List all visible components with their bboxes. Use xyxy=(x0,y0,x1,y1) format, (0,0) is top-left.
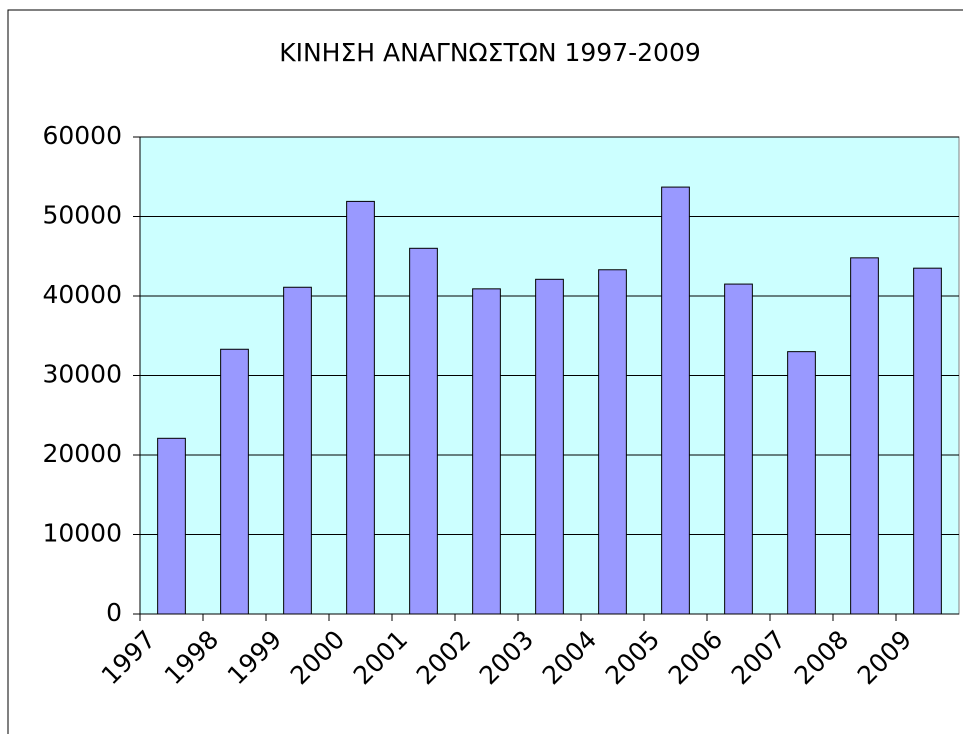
x-tick-label: 2000 xyxy=(285,625,350,690)
y-tick-label: 40000 xyxy=(42,280,122,309)
y-tick-label: 60000 xyxy=(42,121,122,150)
bar xyxy=(220,348,249,615)
y-tick-label: 0 xyxy=(106,598,122,627)
x-tick-label: 1997 xyxy=(96,625,161,690)
x-tick-label: 1998 xyxy=(159,625,224,690)
bar xyxy=(409,247,438,615)
chart-frame xyxy=(7,9,963,734)
bar xyxy=(472,288,501,615)
x-tick-label: 2002 xyxy=(411,625,476,690)
bar xyxy=(913,267,942,615)
bar xyxy=(787,351,816,615)
x-tick-label: 2005 xyxy=(600,625,665,690)
bar xyxy=(724,283,753,615)
x-tick-label: 1999 xyxy=(222,625,287,690)
x-tick-label: 2003 xyxy=(474,625,539,690)
x-tick-label: 2009 xyxy=(852,625,917,690)
bar xyxy=(598,269,627,615)
x-tick-label: 2006 xyxy=(663,625,728,690)
bar xyxy=(157,437,186,615)
x-tick-label: 2001 xyxy=(348,625,413,690)
x-tick-label: 2008 xyxy=(789,625,854,690)
y-tick-label: 10000 xyxy=(42,519,122,548)
chart-title: ΚΙΝΗΣΗ ΑΝΑΓΝΩΣΤΩΝ 1997-2009 xyxy=(279,38,701,67)
x-tick-label: 2004 xyxy=(537,625,602,690)
y-tick-label: 50000 xyxy=(42,201,122,230)
bar xyxy=(661,186,690,615)
y-tick-label: 30000 xyxy=(42,360,122,389)
bar xyxy=(850,257,879,615)
bar xyxy=(535,278,564,615)
bar xyxy=(346,200,375,615)
x-tick-label: 2007 xyxy=(726,625,791,690)
bar xyxy=(283,286,312,615)
y-tick-label: 20000 xyxy=(42,439,122,468)
